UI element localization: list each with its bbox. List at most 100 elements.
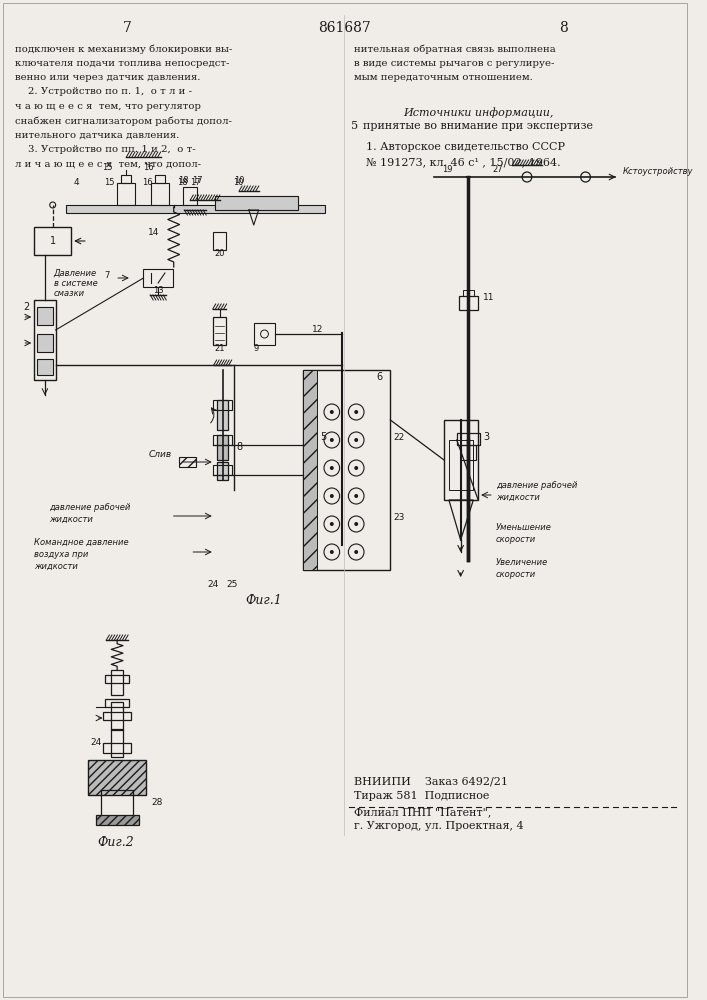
- Text: снабжен сигнализатором работы допол-: снабжен сигнализатором работы допол-: [15, 116, 231, 126]
- Text: 1: 1: [49, 236, 56, 246]
- Bar: [105, 675, 129, 683]
- Text: ключателя подачи топлива непосредст-: ключателя подачи топлива непосредст-: [15, 58, 229, 68]
- Bar: [105, 699, 129, 707]
- Circle shape: [354, 438, 358, 442]
- Text: 17: 17: [190, 178, 201, 187]
- Bar: [95, 815, 139, 825]
- Text: 2: 2: [23, 302, 29, 312]
- Bar: [117, 183, 134, 205]
- Text: 23: 23: [393, 513, 404, 522]
- Bar: [449, 440, 473, 490]
- Text: 20: 20: [214, 249, 225, 258]
- Text: 7: 7: [105, 271, 110, 280]
- Text: Увеличение: Увеличение: [496, 558, 548, 567]
- Text: Уменьшение: Уменьшение: [496, 523, 551, 532]
- Text: 5: 5: [321, 432, 327, 442]
- Text: 15: 15: [102, 163, 112, 172]
- Text: скорости: скорости: [496, 570, 536, 579]
- Text: Филиал ПНП "Патент",: Филиал ПНП "Патент",: [354, 807, 491, 817]
- Bar: [34, 227, 71, 255]
- Bar: [216, 400, 228, 430]
- Circle shape: [330, 410, 334, 414]
- Text: 24: 24: [207, 580, 218, 589]
- Text: 6: 6: [376, 372, 382, 382]
- Text: Давление: Давление: [54, 269, 97, 278]
- Text: Тираж 581  Подписное: Тираж 581 Подписное: [354, 791, 490, 801]
- Bar: [216, 462, 228, 480]
- Text: 16: 16: [143, 163, 153, 172]
- Bar: [213, 435, 233, 445]
- Circle shape: [354, 466, 358, 470]
- Text: 17: 17: [192, 176, 202, 185]
- Bar: [121, 175, 131, 183]
- Bar: [457, 433, 480, 445]
- Text: 16: 16: [142, 178, 153, 187]
- Circle shape: [354, 410, 358, 414]
- Text: жидкости: жидкости: [496, 493, 539, 502]
- Bar: [213, 400, 233, 410]
- Text: 1. Авторское свидетельство СССР: 1. Авторское свидетельство СССР: [366, 142, 565, 152]
- Bar: [215, 196, 298, 210]
- Text: давление рабочей: давление рабочей: [49, 503, 130, 512]
- Text: Фиг.2: Фиг.2: [98, 836, 134, 850]
- Text: 10: 10: [234, 176, 245, 185]
- Bar: [444, 420, 478, 500]
- Text: мым передаточным отношением.: мым передаточным отношением.: [354, 73, 533, 82]
- Text: 14: 14: [148, 228, 159, 237]
- Bar: [111, 702, 123, 730]
- Bar: [88, 760, 146, 795]
- Bar: [111, 670, 123, 695]
- Circle shape: [330, 522, 334, 526]
- Bar: [303, 370, 390, 570]
- Bar: [459, 296, 478, 310]
- Text: в системе: в системе: [54, 279, 98, 288]
- Text: 18: 18: [178, 176, 189, 185]
- Text: 3: 3: [483, 432, 489, 442]
- Bar: [461, 445, 477, 460]
- Text: подключен к механизму блокировки вы-: подключен к механизму блокировки вы-: [15, 44, 232, 53]
- Text: 22: 22: [393, 433, 404, 442]
- Text: 4: 4: [74, 178, 79, 187]
- Circle shape: [330, 550, 334, 554]
- Text: венно или через датчик давления.: венно или через датчик давления.: [15, 73, 200, 82]
- Text: давление рабочей: давление рабочей: [496, 481, 577, 490]
- Bar: [66, 205, 325, 213]
- Bar: [155, 175, 165, 183]
- Text: Командное давление: Командное давление: [34, 538, 129, 547]
- Bar: [34, 300, 56, 380]
- Text: 19: 19: [442, 165, 452, 174]
- Text: воздуха при: воздуха при: [34, 550, 88, 559]
- Bar: [102, 790, 133, 820]
- Bar: [213, 465, 233, 475]
- Bar: [111, 729, 123, 757]
- Circle shape: [330, 438, 334, 442]
- Text: 28: 28: [151, 798, 163, 807]
- Text: смазки: смазки: [54, 289, 85, 298]
- Text: нительная обратная связь выполнена: нительная обратная связь выполнена: [354, 44, 556, 53]
- Bar: [103, 743, 131, 753]
- Text: 12: 12: [312, 325, 324, 334]
- Text: ч а ю щ е е с я  тем, что регулятор: ч а ю щ е е с я тем, что регулятор: [15, 102, 201, 111]
- Bar: [37, 334, 53, 352]
- Text: 9: 9: [253, 344, 258, 353]
- Text: 21: 21: [214, 344, 225, 353]
- Text: Кстоустройству: Кстоустройству: [623, 167, 693, 176]
- Text: 8: 8: [559, 21, 568, 35]
- Bar: [151, 183, 169, 205]
- Bar: [213, 317, 226, 345]
- Text: 2. Устройство по п. 1,  о т л и -: 2. Устройство по п. 1, о т л и -: [15, 88, 192, 97]
- Bar: [37, 359, 53, 375]
- Text: нительного датчика давления.: нительного датчика давления.: [15, 131, 179, 140]
- Bar: [303, 370, 317, 570]
- Text: в виде системы рычагов с регулируе-: в виде системы рычагов с регулируе-: [354, 58, 554, 68]
- Text: л и ч а ю щ е е с я  тем, что допол-: л и ч а ю щ е е с я тем, что допол-: [15, 160, 201, 169]
- Bar: [179, 457, 196, 467]
- Text: 27: 27: [492, 165, 503, 174]
- Bar: [216, 435, 228, 460]
- Text: 10: 10: [233, 178, 243, 187]
- Bar: [184, 187, 197, 205]
- Text: 861687: 861687: [318, 21, 371, 35]
- Text: 7: 7: [122, 21, 132, 35]
- Circle shape: [330, 494, 334, 498]
- Text: ВНИИПИ    Заказ 6492/21: ВНИИПИ Заказ 6492/21: [354, 777, 508, 787]
